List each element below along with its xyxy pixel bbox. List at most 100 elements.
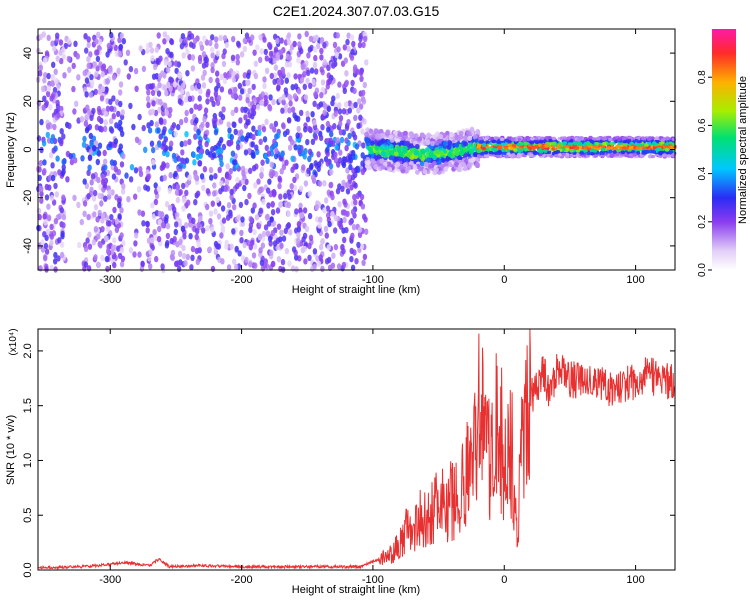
heatmap-cell [88,91,94,98]
heatmap-cell [612,150,617,154]
heatmap-cell [175,216,180,223]
heatmap-cell [42,213,47,220]
heatmap-cell [265,230,271,237]
heatmap-cell [145,95,151,103]
heatmap-cell [248,226,253,234]
heatmap-cell [212,120,217,127]
heatmap-cell [294,254,299,261]
heatmap-cell [239,129,244,136]
heatmap-cell [100,226,105,233]
heatmap-cell [227,88,233,95]
heatmap-cell [87,231,92,238]
heatmap-cell [244,135,249,142]
heatmap-cell [250,34,255,41]
heatmap-cell [162,31,168,38]
heatmap-cell [360,128,365,135]
heatmap-cell [595,142,600,146]
heatmap-cell [119,246,125,254]
heatmap-cell [254,144,259,151]
heatmap-cell [327,264,333,271]
heatmap-cell [347,153,353,161]
heatmap-cell [187,174,192,181]
heatmap-cell [330,210,335,218]
heatmap-cell [133,167,139,174]
heatmap-cell [156,127,161,134]
heatmap-cell [225,163,230,170]
heatmap-cell [551,141,556,146]
heatmap-cell [235,73,240,80]
heatmap-cell [358,35,363,43]
heatmap-cell [95,216,100,223]
heatmap-cell [266,187,271,194]
heatmap-cell [196,128,201,136]
colorbar: 0.0 0.2 0.4 0.6 0.8 Normalized spectral ampl… [697,29,749,277]
heatmap-cell [279,229,284,236]
heatmap-cell [269,249,274,257]
heatmap-cell [216,213,222,220]
heatmap-cell [165,151,170,158]
heatmap-cell [61,222,66,229]
heatmap-cell [222,48,227,55]
heatmap-cell [97,108,102,116]
heatmap-cell [555,150,561,154]
heatmap-cell [268,57,273,64]
heatmap-cell [125,49,131,56]
heatmap-cell [334,144,339,151]
heatmap-cell [454,161,459,167]
heatmap-cell [92,189,98,197]
heatmap-cell [346,139,351,147]
heatmap-cell [337,157,343,164]
heatmap-cell [316,151,321,158]
heatmap-cell [637,143,643,147]
heatmap-cell [458,134,464,140]
heatmap-cell [107,66,113,74]
heatmap-cell [203,56,208,64]
heatmap-cell [120,109,125,116]
heatmap-cell [359,69,364,77]
heatmap-cell [242,72,247,79]
heatmap-cell [302,153,307,160]
heatmap-cell [157,225,162,233]
heatmap-cell [279,37,284,44]
snr-frame [37,328,676,571]
heatmap-cell [119,261,125,268]
heatmap-cell [177,85,182,92]
heatmap-cell [425,140,431,146]
heatmap-cell [296,226,302,233]
heatmap-cell [84,77,90,84]
heatmap-cell [244,256,249,264]
heatmap-cell [165,48,170,55]
heatmap-cell [317,180,323,187]
heatmap-cell [324,232,329,239]
heatmap-cell [245,79,250,87]
heatmap-cell [103,164,108,171]
x-tick-label: 0 [501,574,507,586]
heatmap-cell [650,154,656,159]
heatmap-cell [353,182,358,189]
heatmap-cell [271,98,276,106]
heatmap-cell [235,59,240,66]
heatmap-cell [380,164,386,170]
heatmap-cell [654,136,660,140]
heatmap-cell [338,129,344,136]
heatmap-cell [179,140,184,148]
heatmap-cell [204,39,210,46]
heatmap-cell [307,155,312,163]
heatmap-cell [260,91,265,98]
heatmap-cell [246,118,251,126]
heatmap-cell [181,182,186,190]
heatmap-cell [151,146,156,154]
heatmap-cell [322,180,327,187]
heatmap-cell [141,65,147,73]
heatmap-cell [248,167,253,174]
heatmap-cell [56,112,61,119]
heatmap-cell [259,171,264,179]
heatmap-cell [104,86,109,93]
heatmap-cell [360,168,366,176]
heatmap-cell [281,94,286,101]
heatmap-cell [426,157,431,163]
heatmap-cell [318,101,324,108]
heatmap-cell [193,133,198,140]
heatmap-cell [232,204,237,211]
heatmap-cell [319,54,324,61]
